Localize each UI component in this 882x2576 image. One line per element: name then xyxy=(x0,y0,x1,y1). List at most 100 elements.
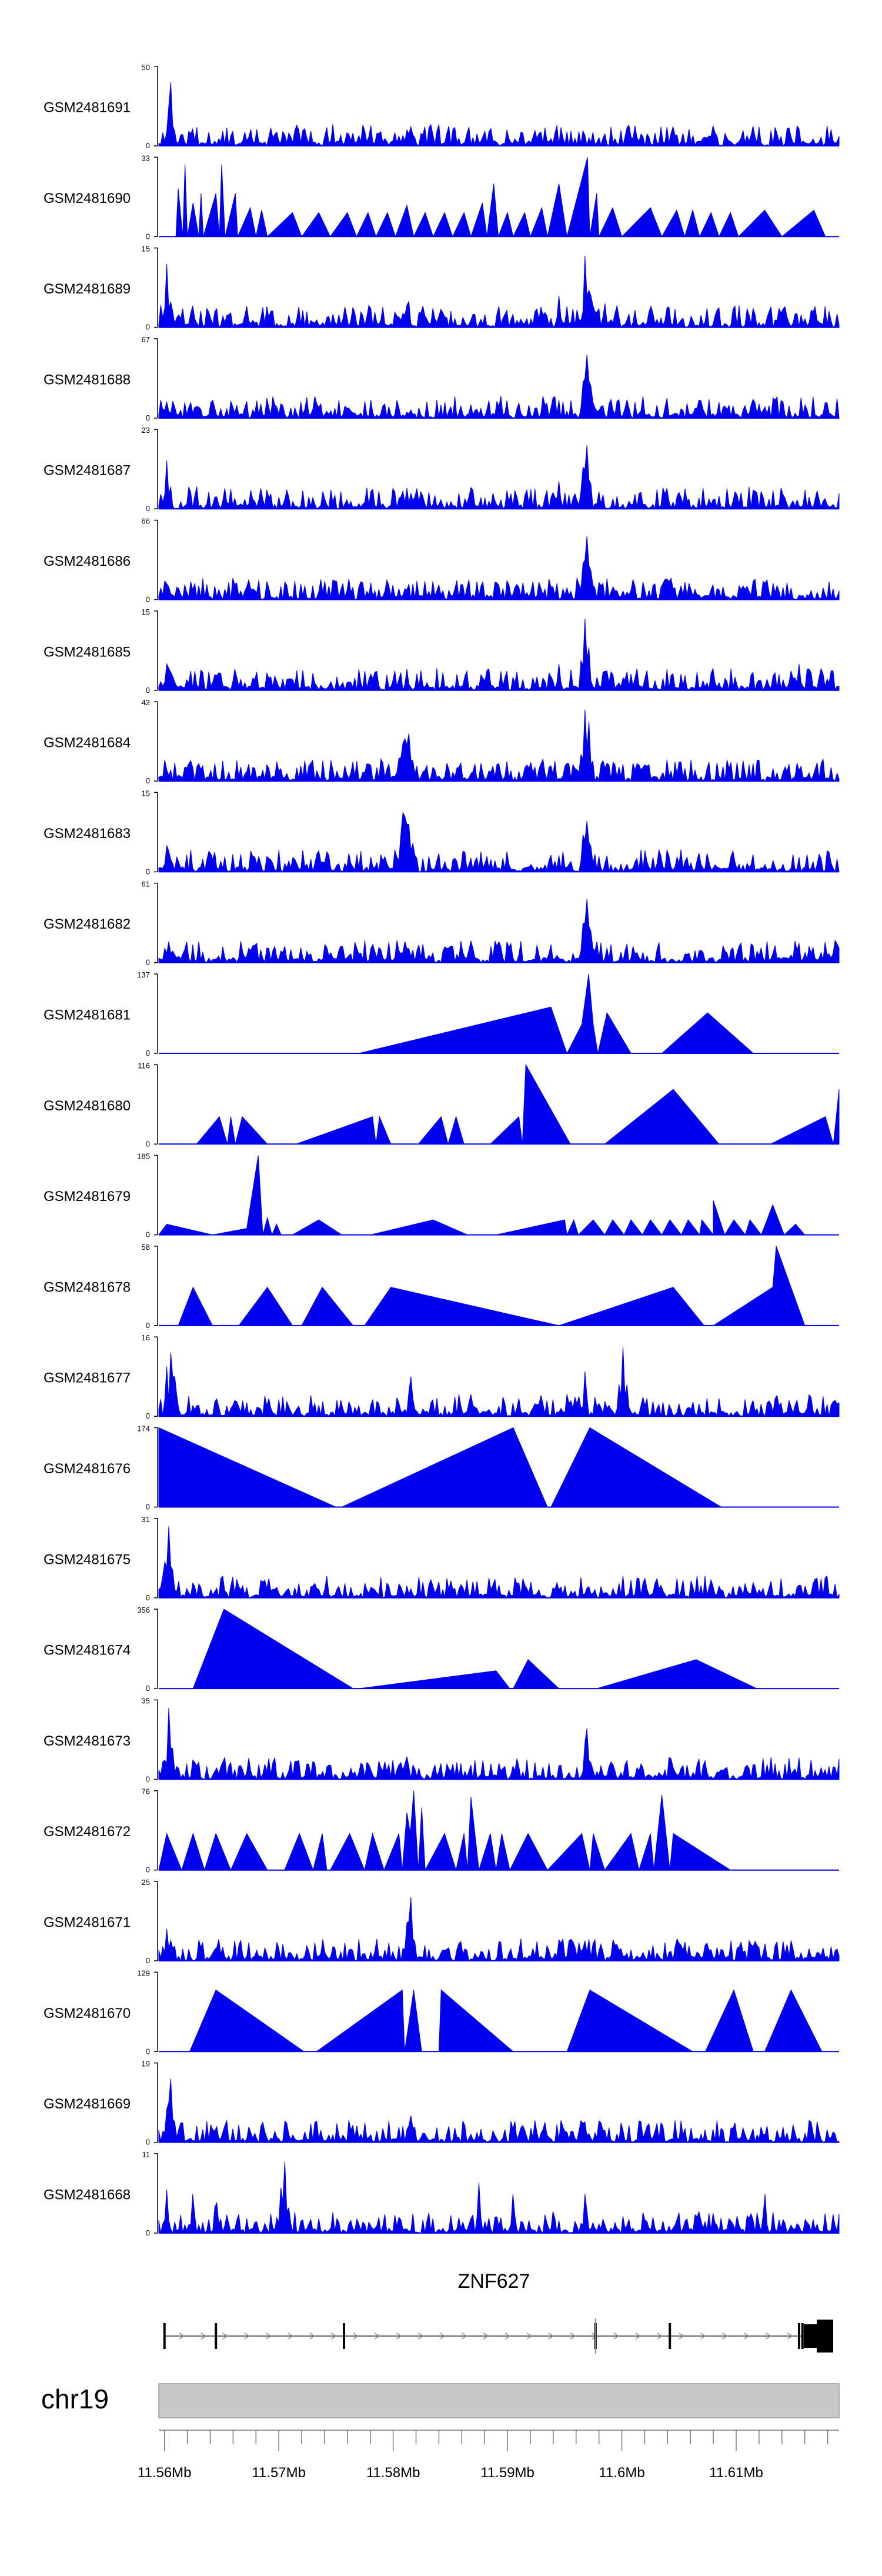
track-GSM2481675: GSM2481675 31 0 xyxy=(44,1515,840,1602)
strand-arrow xyxy=(700,2333,707,2340)
coverage-area xyxy=(158,256,840,328)
y-min-label: 0 xyxy=(146,1684,150,1693)
strand-arrow xyxy=(679,2333,685,2340)
track-GSM2481686: GSM2481686 66 0 xyxy=(44,517,840,604)
y-min-label: 0 xyxy=(146,141,150,150)
track-label: GSM2481684 xyxy=(44,735,131,751)
y-max-label: 66 xyxy=(142,517,150,526)
x-tick-label: 11.6Mb xyxy=(599,2465,644,2481)
coverage-area xyxy=(158,1427,723,1507)
y-max-label: 67 xyxy=(142,335,150,344)
gene-name-label: ZNF627 xyxy=(458,2270,530,2293)
exon xyxy=(163,2323,166,2349)
y-max-label: 42 xyxy=(142,698,150,707)
y-min-label: 0 xyxy=(146,776,150,785)
x-tick-label: 11.59Mb xyxy=(480,2465,534,2481)
track-label: GSM2481670 xyxy=(44,2006,131,2021)
y-max-label: 15 xyxy=(142,245,150,253)
track-GSM2481682: GSM2481682 61 0 xyxy=(44,880,840,967)
track-label: GSM2481680 xyxy=(44,1098,131,1114)
y-min-label: 0 xyxy=(146,504,150,513)
y-max-label: 25 xyxy=(142,1878,150,1887)
track-GSM2481687: GSM2481687 23 0 xyxy=(44,426,840,513)
y-min-label: 0 xyxy=(146,1412,150,1420)
track-GSM2481671: GSM2481671 25 0 xyxy=(44,1878,840,1965)
track-label: GSM2481675 xyxy=(44,1551,131,1567)
track-GSM2481688: GSM2481688 67 0 xyxy=(44,335,840,422)
y-max-label: 137 xyxy=(137,970,150,979)
track-GSM2481678: GSM2481678 58 0 xyxy=(44,1243,839,1330)
track-label: GSM2481673 xyxy=(44,1733,131,1749)
y-min-label: 0 xyxy=(146,958,150,967)
y-min-label: 0 xyxy=(146,1503,150,1511)
y-min-label: 0 xyxy=(146,413,150,422)
track-GSM2481681: GSM2481681 137 0 xyxy=(44,970,839,1057)
y-max-label: 16 xyxy=(142,1333,150,1342)
track-GSM2481672: GSM2481672 76 0 xyxy=(44,1787,839,1874)
strand-arrow xyxy=(244,2333,250,2340)
track-label: GSM2481678 xyxy=(44,1279,131,1295)
track-GSM2481673: GSM2481673 35 0 xyxy=(44,1696,840,1783)
track-label: GSM2481676 xyxy=(44,1461,131,1477)
y-min-label: 0 xyxy=(146,595,150,604)
y-min-label: 0 xyxy=(146,1593,150,1602)
strand-arrow xyxy=(331,2333,337,2340)
y-max-label: 129 xyxy=(137,1968,150,1977)
y-min-label: 0 xyxy=(146,867,150,876)
exon xyxy=(215,2323,218,2349)
strand-arrow xyxy=(548,2333,554,2340)
y-min-label: 0 xyxy=(146,323,150,332)
y-max-label: 50 xyxy=(142,63,150,72)
coverage-area xyxy=(158,1526,840,1599)
exon xyxy=(669,2323,671,2349)
strand-arrow xyxy=(396,2333,402,2340)
track-GSM2481670: GSM2481670 129 0 xyxy=(44,1968,839,2056)
strand-arrow xyxy=(266,2333,272,2340)
y-max-label: 116 xyxy=(138,1061,150,1070)
track-GSM2481680: GSM2481680 116 0 xyxy=(44,1061,840,1148)
y-max-label: 76 xyxy=(142,1787,150,1796)
strand-arrow xyxy=(613,2333,620,2340)
coverage-area xyxy=(158,536,840,600)
y-min-label: 0 xyxy=(146,1956,150,1965)
y-min-label: 0 xyxy=(146,2047,150,2056)
track-GSM2481676: GSM2481676 174 0 xyxy=(44,1424,839,1511)
x-tick-label: 11.58Mb xyxy=(366,2465,420,2481)
y-min-label: 0 xyxy=(146,686,150,695)
strand-arrow xyxy=(657,2333,663,2340)
track-label: GSM2481691 xyxy=(44,100,131,116)
strand-arrow xyxy=(635,2333,642,2340)
exon xyxy=(343,2323,346,2349)
coverage-area xyxy=(158,709,840,782)
y-max-label: 33 xyxy=(142,154,150,162)
coverage-area xyxy=(158,354,840,419)
track-GSM2481668: GSM2481668 11 0 xyxy=(44,2150,840,2237)
y-min-label: 0 xyxy=(146,1866,150,1874)
track-GSM2481691: GSM2481691 50 0 xyxy=(44,63,840,150)
exon xyxy=(803,2324,817,2348)
y-max-label: 31 xyxy=(142,1515,150,1524)
coverage-area xyxy=(158,2078,840,2144)
strand-arrow xyxy=(505,2333,511,2340)
coverage-area xyxy=(178,1246,806,1326)
track-label: GSM2481685 xyxy=(44,644,131,660)
y-max-label: 11 xyxy=(142,2150,151,2159)
y-max-label: 58 xyxy=(142,1243,150,1252)
track-GSM2481679: GSM2481679 185 0 xyxy=(44,1152,839,1239)
strand-arrow xyxy=(375,2333,380,2340)
track-label: GSM2481669 xyxy=(44,2096,131,2112)
strand-arrow xyxy=(222,2333,229,2340)
coverage-area xyxy=(158,1155,806,1236)
y-max-label: 23 xyxy=(142,426,150,435)
strand-arrow xyxy=(744,2333,750,2340)
exon xyxy=(797,2323,800,2349)
track-label: GSM2481681 xyxy=(44,1007,131,1023)
coverage-area xyxy=(359,973,754,1055)
strand-arrow xyxy=(722,2333,728,2340)
y-max-label: 19 xyxy=(142,2060,150,2068)
strand-arrow xyxy=(592,2333,598,2340)
gene-track: ZNF627 xyxy=(163,2270,833,2354)
track-label: GSM2481668 xyxy=(44,2187,131,2203)
y-min-label: 0 xyxy=(146,1049,150,1057)
